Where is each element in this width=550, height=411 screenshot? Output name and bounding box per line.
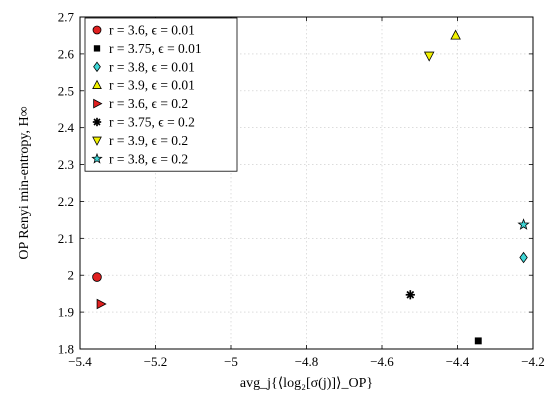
triangle-up-marker	[450, 29, 461, 40]
y-tick-label: 2.3	[58, 157, 74, 172]
legend: r = 3.6, ϵ = 0.01 r = 3.75, ϵ = 0.01 r = 3…	[84, 17, 238, 172]
legend-marker	[92, 136, 102, 146]
legend-marker	[92, 117, 102, 127]
legend-box	[84, 17, 238, 172]
triangle-down-marker	[423, 51, 435, 62]
legend-entry-label: r = 3.75, ϵ = 0.2	[109, 115, 195, 130]
circle-marker	[92, 272, 102, 282]
legend-marker	[93, 61, 101, 73]
triangle-right-marker	[96, 298, 107, 310]
x-tick-label: −4.8	[295, 354, 319, 369]
y-tick-label: 1.9	[58, 305, 74, 320]
data-point	[92, 272, 102, 282]
star-marker	[91, 152, 103, 164]
x-tick-label: −4.4	[446, 354, 470, 369]
data-point	[474, 337, 482, 345]
data-point	[450, 29, 461, 40]
y-tick-label: 2.2	[58, 194, 74, 209]
data-point	[519, 251, 528, 264]
y-tick-label: 2.4	[58, 120, 75, 135]
diamond-marker	[93, 61, 101, 73]
y-tick-label: 2.1	[58, 231, 74, 246]
legend-marker	[92, 25, 102, 35]
star-marker	[517, 218, 530, 230]
data-point	[96, 298, 107, 310]
x-axis-label: avg_j{⟨log₂[σ(j)]⟩_OP}	[240, 376, 373, 391]
square-marker	[474, 337, 482, 345]
y-tick-label: 2.6	[58, 46, 75, 61]
legend-entry-label: r = 3.6, ϵ = 0.2	[109, 96, 188, 111]
y-tick-label: 2.5	[58, 83, 74, 98]
data-point	[405, 290, 415, 300]
legend-marker	[91, 152, 103, 164]
x-tick-label: −5.2	[144, 354, 168, 369]
asterisk-stroke	[406, 290, 415, 299]
legend-entry-label: r = 3.6, ϵ = 0.01	[109, 23, 195, 38]
x-tick-label: −5.4	[68, 354, 92, 369]
data-point	[423, 51, 435, 62]
data-points	[92, 29, 530, 345]
grid	[80, 17, 533, 349]
triangle-right-marker	[93, 98, 103, 109]
triangle-up-marker	[92, 79, 102, 89]
y-tick-label: 2.7	[58, 10, 75, 25]
ticks: −5.4 −5.2 −5 −4.8 −4.6 −4.4 −4.2 1.8 1.9 2 2.1 2.2 2…	[58, 10, 545, 370]
legend-entry-label: r = 3.8, ϵ = 0.01	[109, 59, 195, 74]
asterisk-stroke	[93, 118, 101, 126]
data-point	[517, 218, 530, 230]
circle-marker	[92, 25, 102, 35]
y-axis-label: OP Renyi min-entropy, H∞	[17, 106, 32, 259]
legend-marker	[93, 45, 101, 52]
legend-entry-label: r = 3.8, ϵ = 0.2	[109, 151, 188, 166]
y-tick-label: 2	[68, 268, 75, 283]
legend-entry-label: r = 3.75, ϵ = 0.01	[109, 41, 202, 56]
y-tick-label: 1.8	[58, 342, 74, 357]
square-marker	[93, 45, 101, 52]
legend-entry-label: r = 3.9, ϵ = 0.01	[109, 78, 195, 93]
x-tick-label: −4.6	[370, 354, 394, 369]
diamond-marker	[519, 251, 528, 264]
x-tick-label: −4.2	[521, 354, 545, 369]
legend-marker	[92, 79, 102, 89]
legend-marker	[93, 98, 103, 109]
x-tick-label: −5	[224, 354, 238, 369]
triangle-down-marker	[92, 136, 102, 146]
legend-entry-label: r = 3.9, ϵ = 0.2	[109, 133, 188, 148]
